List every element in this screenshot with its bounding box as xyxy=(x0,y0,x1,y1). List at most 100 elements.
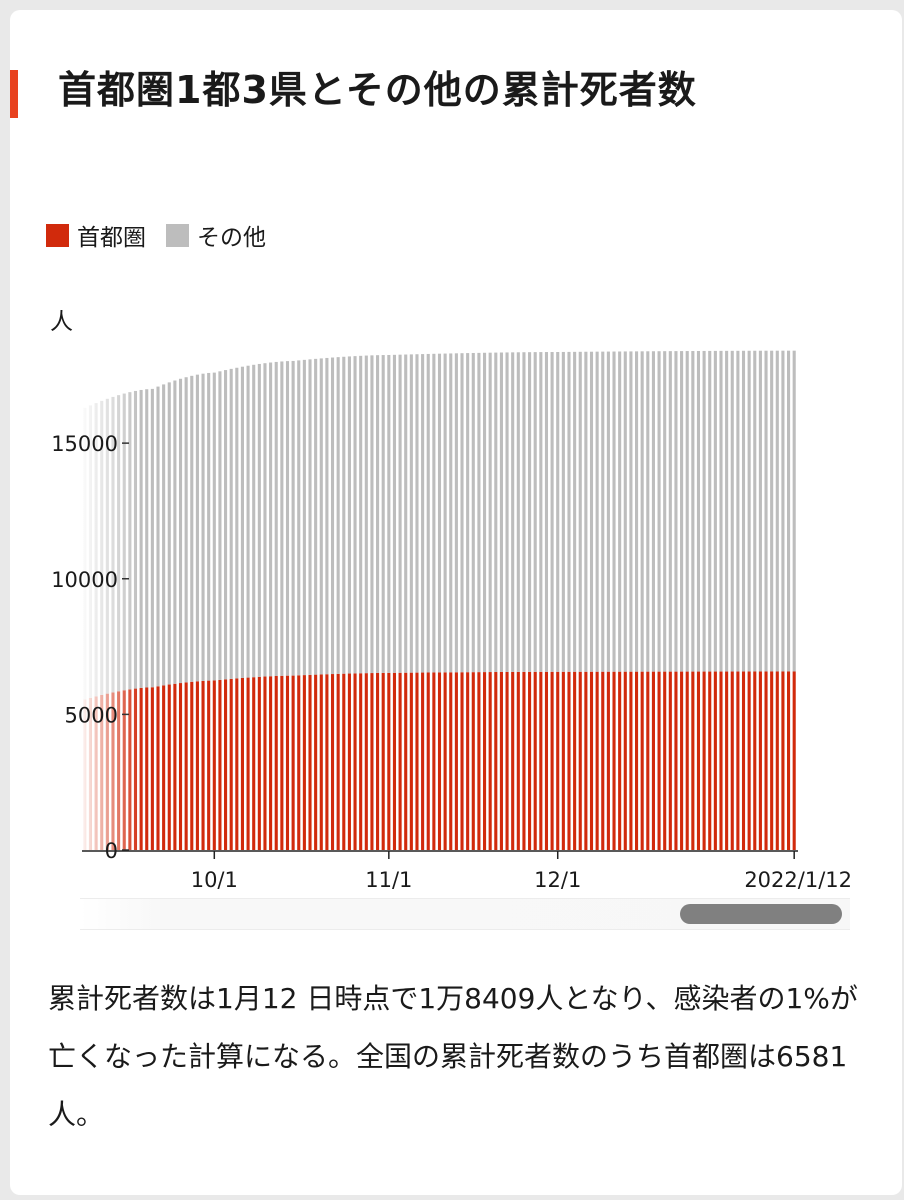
bar-other xyxy=(730,350,734,672)
bar-capital xyxy=(184,682,188,850)
bar-capital xyxy=(573,671,577,850)
bar-other xyxy=(787,350,791,672)
bar-other xyxy=(291,360,295,676)
bar-capital xyxy=(747,671,751,850)
bar-other xyxy=(145,389,149,688)
bar-capital xyxy=(668,671,672,850)
bar-capital xyxy=(347,673,351,850)
bar-other xyxy=(511,352,515,672)
x-tick-label: 11/1 xyxy=(365,868,412,892)
bar-capital xyxy=(522,671,526,850)
bar-other xyxy=(612,351,616,672)
bar-capital xyxy=(325,674,329,850)
bar-capital xyxy=(319,674,323,850)
bar-other xyxy=(302,359,306,676)
x-axis: 10/1 11/1 12/1 2022/1/12 xyxy=(82,850,852,892)
bar-other xyxy=(696,350,701,672)
bar-other xyxy=(184,377,188,683)
bar-other xyxy=(376,355,380,673)
bar-other xyxy=(775,350,779,672)
bar-capital xyxy=(212,680,216,850)
chart-scrollbar-thumb[interactable] xyxy=(680,904,842,924)
chart-scrollbar-track[interactable] xyxy=(80,898,850,930)
bar-other xyxy=(364,355,368,674)
y-tick-label: 15000 xyxy=(51,432,118,456)
chart-title: 首都圏1都3県とその他の累計死者数 xyxy=(58,68,697,112)
bar-other xyxy=(415,354,419,673)
bar-capital xyxy=(342,673,346,850)
bar-capital xyxy=(584,671,588,850)
bar-other xyxy=(533,352,537,672)
bar-capital xyxy=(426,672,430,850)
legend-swatch-other xyxy=(166,223,189,247)
bar-capital xyxy=(544,671,549,850)
bar-capital xyxy=(392,672,397,850)
bar-other xyxy=(466,353,470,673)
bar-capital xyxy=(364,673,368,850)
bar-other xyxy=(381,355,385,673)
bar-other xyxy=(387,354,391,673)
bar-capital xyxy=(330,674,335,850)
bar-other xyxy=(792,350,796,672)
bar-other xyxy=(567,351,571,672)
bar-other xyxy=(398,354,402,673)
bar-other xyxy=(708,350,712,672)
bar-capital xyxy=(274,676,278,850)
title-accent-bar xyxy=(10,70,18,118)
bar-other xyxy=(629,351,633,672)
bar-capital xyxy=(173,683,177,850)
bar-other xyxy=(736,350,740,672)
bar-capital xyxy=(443,672,447,850)
bar-other xyxy=(432,353,436,673)
bar-other xyxy=(634,351,639,672)
bar-other xyxy=(263,363,267,677)
bar-capital xyxy=(269,676,273,850)
bar-other xyxy=(781,350,785,672)
bar-other xyxy=(578,351,582,672)
bar-other xyxy=(443,353,447,673)
bar-capital xyxy=(449,672,453,850)
bar-other xyxy=(314,358,318,675)
bar-other xyxy=(556,351,560,672)
bar-other xyxy=(207,372,211,681)
bar-capital xyxy=(753,671,757,850)
bar-other xyxy=(516,352,520,672)
bar-capital xyxy=(601,671,605,850)
bar-capital xyxy=(561,671,565,850)
x-tick-label: 12/1 xyxy=(534,868,581,892)
bar-capital xyxy=(421,672,425,850)
bar-other xyxy=(173,380,177,684)
bar-capital xyxy=(556,671,560,850)
bar-other xyxy=(741,350,746,672)
bar-other xyxy=(702,350,706,672)
bar-other xyxy=(325,357,329,675)
legend-item-other[interactable]: その他 xyxy=(166,218,266,252)
bar-capital xyxy=(150,687,154,850)
y-tick-label: 5000 xyxy=(65,703,118,727)
bar-capital xyxy=(156,686,160,850)
bar-other xyxy=(347,356,351,674)
bar-capital xyxy=(162,685,166,850)
legend-item-capital[interactable]: 首都圏 xyxy=(46,218,146,252)
bar-capital xyxy=(257,676,261,850)
bar-capital xyxy=(640,671,644,850)
bar-other xyxy=(589,351,594,672)
bar-capital xyxy=(297,675,301,850)
bar-capital xyxy=(663,671,667,850)
bar-other xyxy=(426,353,430,673)
bar-capital xyxy=(516,671,520,850)
bar-other xyxy=(156,386,160,687)
bar-other xyxy=(764,350,768,672)
bar-capital xyxy=(471,672,475,850)
bar-capital xyxy=(629,671,633,850)
bar-capital xyxy=(764,671,768,850)
bar-other xyxy=(758,350,762,672)
bar-other xyxy=(195,374,199,682)
bar-capital xyxy=(178,683,183,850)
bar-other xyxy=(280,361,284,676)
bar-other xyxy=(218,371,222,680)
bar-other xyxy=(404,354,408,673)
bar-other xyxy=(285,361,290,676)
bar-other xyxy=(409,354,413,673)
